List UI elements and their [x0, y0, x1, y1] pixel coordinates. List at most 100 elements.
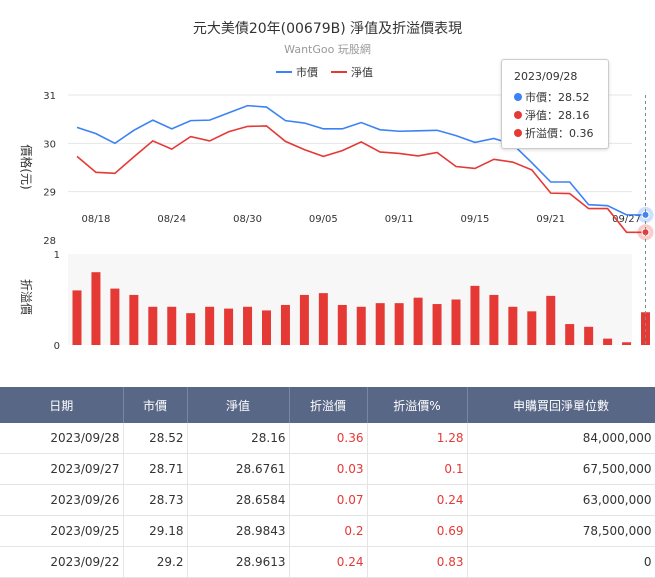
cell-date: 2023/09/22 — [0, 547, 123, 578]
premium-bar[interactable] — [148, 307, 157, 345]
price-y-tick: 31 — [43, 91, 56, 102]
col-header-market-price[interactable]: 市價 — [123, 387, 187, 423]
tooltip-premium-text: 折溢價：0.36 — [525, 127, 594, 140]
tooltip-market-text: 市價：28.52 — [525, 91, 590, 104]
x-tick-label: 09/15 — [461, 214, 490, 225]
col-header-premium[interactable]: 折溢價 — [289, 387, 367, 423]
premium-bar[interactable] — [91, 272, 100, 345]
legend-market-label: 市價 — [296, 65, 318, 79]
cell-premium: 0.07 — [289, 485, 367, 516]
x-tick-label: 09/05 — [309, 214, 338, 225]
cell-date: 2023/09/27 — [0, 454, 123, 485]
premium-bar[interactable] — [622, 342, 631, 345]
cell-market-price: 29.2 — [123, 547, 187, 578]
cell-nav: 28.6761 — [187, 454, 289, 485]
premium-bar[interactable] — [489, 295, 498, 345]
premium-y-tick: 1 — [54, 250, 60, 261]
premium-bar[interactable] — [395, 303, 404, 345]
premium-bar[interactable] — [243, 307, 252, 345]
table-header-row: 日期 市價 淨值 折溢價 折溢價% 申購買回淨單位數 — [0, 387, 655, 423]
legend-nav-label: 淨值 — [351, 66, 373, 79]
premium-bar[interactable] — [433, 304, 442, 345]
premium-bar[interactable] — [584, 327, 593, 345]
cell-net-units: 63,000,000 — [467, 485, 655, 516]
premium-bar[interactable] — [224, 309, 233, 345]
premium-bar[interactable] — [565, 324, 574, 345]
cell-nav: 28.6584 — [187, 485, 289, 516]
premium-bar[interactable] — [452, 300, 461, 346]
cell-date: 2023/09/28 — [0, 423, 123, 454]
cell-premium-pct: 1.28 — [367, 423, 467, 454]
tooltip-date: 2023/09/28 — [514, 70, 577, 83]
cell-market-price: 28.73 — [123, 485, 187, 516]
x-tick-label: 09/11 — [385, 214, 414, 225]
cell-nav: 28.16 — [187, 423, 289, 454]
premium-axis-label: 折溢價 — [19, 279, 34, 315]
premium-bar[interactable] — [338, 305, 347, 345]
premium-bar[interactable] — [73, 290, 82, 345]
cell-premium: 0.36 — [289, 423, 367, 454]
col-header-date[interactable]: 日期 — [0, 387, 123, 423]
premium-bar[interactable] — [205, 307, 214, 345]
x-tick-label: 08/24 — [157, 214, 186, 225]
premium-bar[interactable] — [281, 305, 290, 345]
chart-tooltip: 2023/09/28 市價：28.52 淨值：28.16 折溢價：0.36 — [501, 59, 609, 149]
cell-date: 2023/09/26 — [0, 485, 123, 516]
premium-bar[interactable] — [546, 296, 555, 345]
cell-premium-pct: 0.69 — [367, 516, 467, 547]
premium-bar[interactable] — [300, 295, 309, 345]
premium-bar[interactable] — [357, 307, 366, 345]
premium-bar[interactable] — [508, 307, 517, 345]
price-axis-label: 價格(元) — [19, 144, 34, 189]
premium-bar[interactable] — [603, 339, 612, 345]
cell-nav: 28.9843 — [187, 516, 289, 547]
cell-premium: 0.03 — [289, 454, 367, 485]
cell-market-price: 28.71 — [123, 454, 187, 485]
cell-net-units: 67,500,000 — [467, 454, 655, 485]
price-premium-chart: 28 29 30 31 08/18 08/24 08/30 09/05 09/11 09/15 09… — [0, 0, 655, 380]
nav-dot-icon — [514, 111, 522, 119]
cell-market-price: 28.52 — [123, 423, 187, 454]
cell-date: 2023/09/25 — [0, 516, 123, 547]
cell-premium: 0.24 — [289, 547, 367, 578]
x-tick-label: 08/30 — [233, 214, 262, 225]
cell-premium-pct: 0.83 — [367, 547, 467, 578]
tooltip-row-market: 市價：28.52 — [514, 89, 590, 105]
premium-bar[interactable] — [262, 310, 271, 345]
price-y-tick: 28 — [43, 236, 56, 247]
cell-net-units: 78,500,000 — [467, 516, 655, 547]
cell-nav: 28.9613 — [187, 547, 289, 578]
premium-bar[interactable] — [470, 286, 479, 345]
premium-bar[interactable] — [527, 311, 536, 345]
premium-bar[interactable] — [376, 303, 385, 345]
tooltip-row-premium: 折溢價：0.36 — [514, 125, 594, 141]
x-tick-label: 09/21 — [536, 214, 565, 225]
premium-bar[interactable] — [167, 307, 176, 345]
col-header-premium-pct[interactable]: 折溢價% — [367, 387, 467, 423]
cell-premium-pct: 0.24 — [367, 485, 467, 516]
cell-net-units: 84,000,000 — [467, 423, 655, 454]
tooltip-row-nav: 淨值：28.16 — [514, 107, 590, 123]
price-y-tick: 29 — [43, 188, 56, 199]
col-header-nav[interactable]: 淨值 — [187, 387, 289, 423]
premium-y-tick: 0 — [54, 341, 60, 352]
premium-bar[interactable] — [414, 298, 423, 345]
cell-market-price: 29.18 — [123, 516, 187, 547]
cell-net-units: 0 — [467, 547, 655, 578]
premium-bar[interactable] — [129, 295, 138, 345]
col-header-net-units[interactable]: 申購買回淨單位數 — [467, 387, 655, 423]
tooltip-nav-text: 淨值：28.16 — [525, 109, 590, 122]
premium-bar[interactable] — [319, 293, 328, 345]
cell-premium-pct: 0.1 — [367, 454, 467, 485]
premium-bar[interactable] — [110, 289, 119, 345]
premium-dot-icon — [514, 129, 522, 137]
cell-premium: 0.2 — [289, 516, 367, 547]
premium-bar[interactable] — [186, 313, 195, 345]
x-tick-label: 08/18 — [82, 214, 111, 225]
price-y-tick: 30 — [43, 139, 56, 150]
